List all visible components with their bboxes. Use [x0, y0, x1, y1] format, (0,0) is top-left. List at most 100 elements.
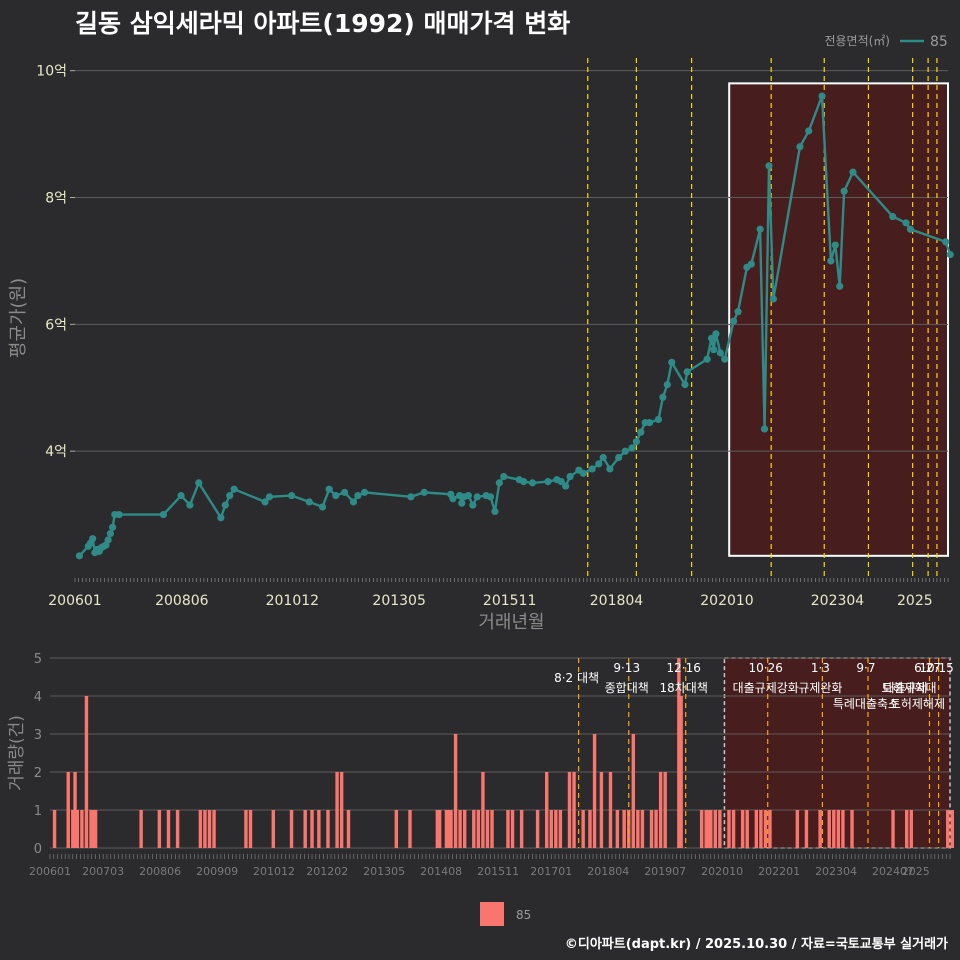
y-tick-label: 6억: [45, 317, 67, 333]
price-point: [407, 493, 415, 501]
policy-date: 9·13: [613, 661, 640, 675]
volume-bar: [335, 772, 339, 848]
volume-bar: [198, 810, 203, 848]
policy-date: 10·15: [919, 661, 953, 675]
volume-bar: [759, 810, 763, 848]
legend-key: [480, 902, 504, 926]
volume-bar: [909, 810, 913, 848]
volume-bar: [75, 810, 80, 848]
price-point: [628, 444, 636, 452]
volume-bar: [754, 810, 759, 848]
price-point: [287, 491, 296, 500]
price-point: [836, 282, 844, 290]
price-point: [115, 510, 123, 519]
chart-title: 길동 삼익세라믹 아파트(1992) 매매가격 변화: [75, 9, 571, 38]
price-point: [473, 493, 481, 501]
price-point: [261, 498, 269, 506]
price-point: [104, 536, 112, 544]
price-point: [449, 495, 457, 503]
volume-bar: [310, 810, 314, 848]
price-point: [195, 479, 203, 487]
volume-bar: [248, 810, 253, 848]
volume-bar: [745, 810, 749, 848]
x-tick-label: 201511: [483, 593, 536, 609]
volume-bar: [447, 810, 451, 848]
volume-bar: [640, 810, 645, 848]
y-tick-label: 0: [34, 842, 42, 857]
policy-label: 규제완화: [798, 681, 842, 695]
x-tick-label: 200601: [29, 865, 71, 878]
volume-bar: [727, 810, 731, 848]
volume-bar: [950, 810, 954, 848]
volume-bar: [795, 810, 800, 848]
volume-bar: [804, 810, 809, 848]
volume-bar: [558, 810, 563, 848]
volume-bar: [91, 810, 95, 848]
policy-date: 1·3: [811, 661, 830, 675]
policy-date: 10·26: [749, 661, 783, 675]
price-point: [606, 465, 614, 473]
volume-bar: [453, 734, 458, 848]
price-point: [491, 507, 499, 516]
volume-bar: [52, 810, 57, 848]
volume-bar: [731, 810, 736, 848]
volume-bar: [271, 810, 275, 848]
price-point: [730, 317, 738, 325]
price-point: [495, 479, 503, 487]
volume-bar: [549, 810, 553, 848]
y-tick-label: 5: [34, 652, 42, 667]
price-point: [734, 308, 742, 316]
volume-bar: [554, 810, 558, 848]
volume-bar: [905, 810, 909, 848]
x-tick-label: 202010: [701, 865, 743, 878]
price-point: [89, 535, 97, 543]
volume-bar: [481, 772, 485, 848]
volume-bar: [818, 810, 822, 848]
volume-bar: [713, 810, 718, 848]
price-point: [827, 257, 835, 265]
volume-bar: [326, 810, 330, 848]
price-point: [721, 355, 729, 363]
price-point: [354, 491, 362, 500]
volume-bar: [437, 810, 442, 848]
price-point: [486, 493, 495, 501]
volume-bar: [636, 810, 640, 848]
legend-label: 85: [930, 34, 948, 50]
price-point: [595, 460, 603, 468]
y-tick-label: 8억: [45, 191, 67, 207]
price-point: [217, 514, 225, 522]
price-point: [668, 358, 676, 366]
volume-bar: [66, 772, 70, 848]
x-tick-label: 201012: [253, 865, 295, 878]
volume-bar: [166, 810, 171, 848]
price-point: [615, 453, 623, 462]
policy-date: 12·16: [667, 661, 701, 675]
x-tick-label: 201804: [587, 865, 629, 878]
volume-bar: [740, 810, 745, 848]
price-point: [186, 501, 194, 509]
price-point: [654, 415, 663, 424]
price-point: [544, 478, 552, 486]
volume-bar: [841, 810, 845, 848]
price-point: [420, 488, 428, 496]
policy-date: 9·7: [856, 661, 875, 675]
volume-bar: [832, 810, 836, 848]
volume-bar: [339, 772, 344, 848]
y-tick-label: 4억: [45, 444, 67, 460]
volume-bar: [506, 810, 510, 848]
price-point: [341, 488, 349, 496]
volume-bar: [408, 810, 412, 848]
price-point: [557, 478, 565, 486]
volume-bar: [567, 772, 572, 848]
volume-bar: [891, 810, 895, 848]
volume-bar: [658, 772, 663, 848]
policy-label: 특례대출축소: [833, 697, 899, 711]
price-point: [230, 485, 238, 493]
price-line-chart: 4억 6억 8억 10억 200601 200806 201012 201305 201511 2…: [8, 34, 954, 633]
y-axis-label: 거래량(건): [7, 715, 27, 791]
x-tick-label: 202304: [815, 865, 857, 878]
volume-bar: [836, 810, 841, 848]
volume-bar: [677, 658, 681, 848]
price-point: [579, 469, 587, 477]
y-tick-label: 1: [34, 804, 42, 819]
